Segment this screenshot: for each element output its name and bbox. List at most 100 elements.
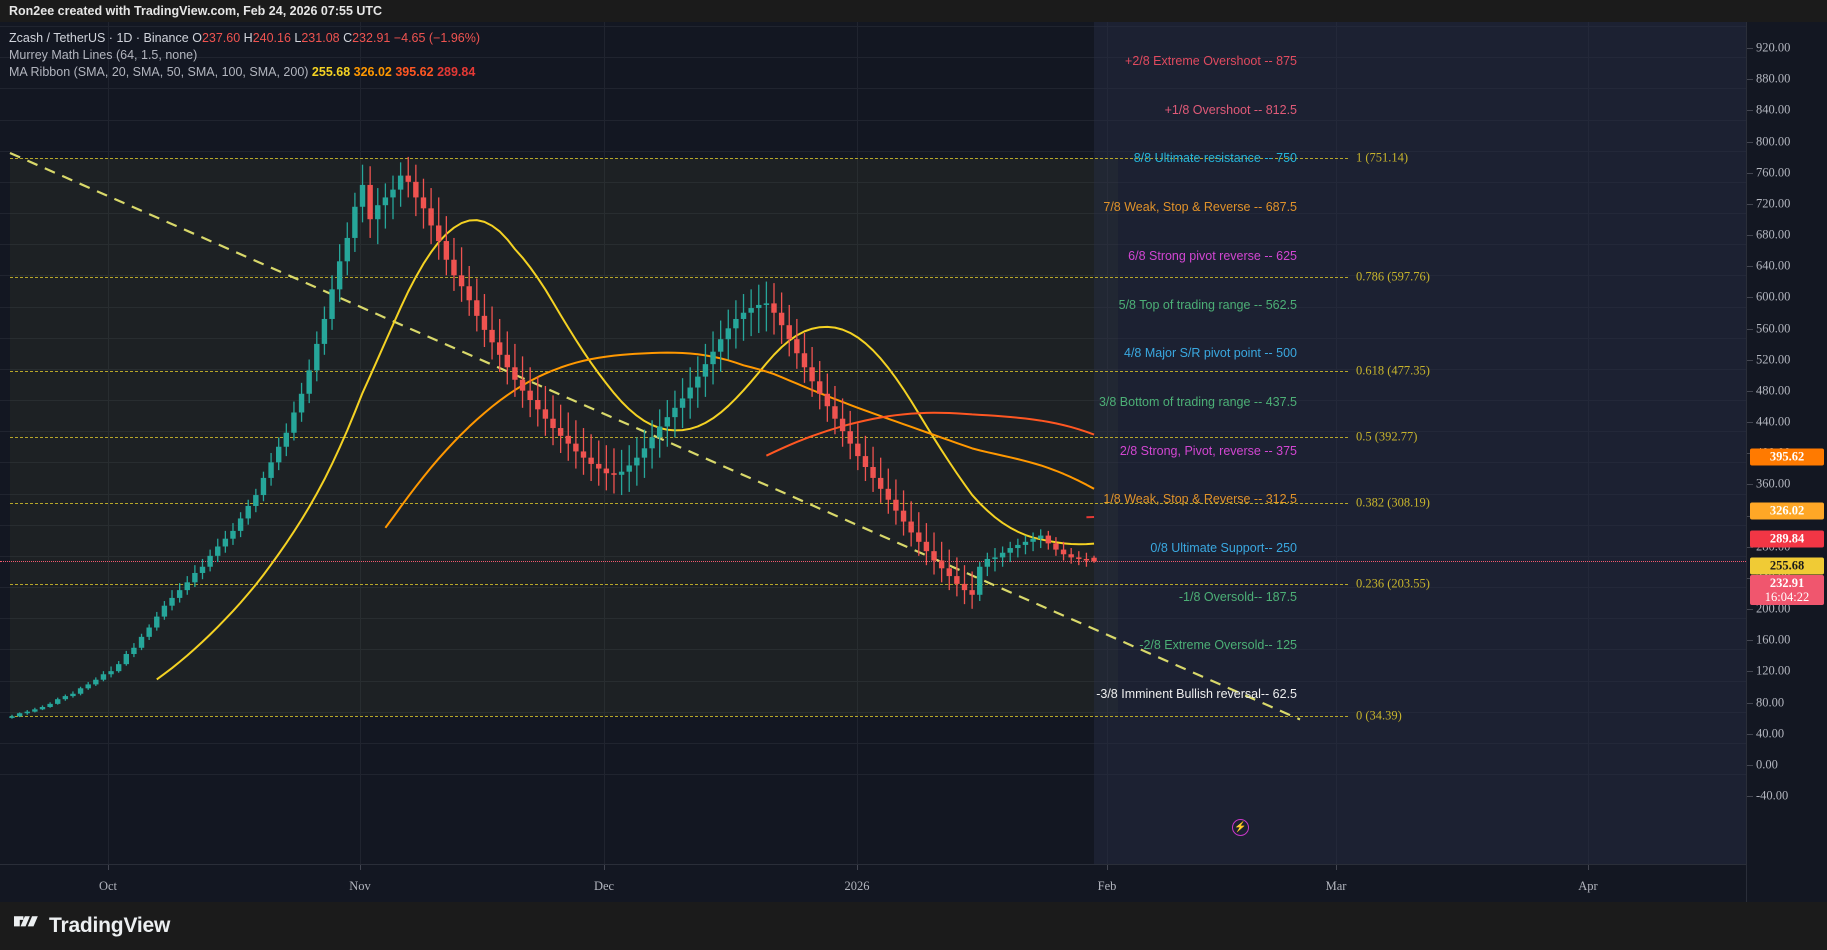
candle-body[interactable] [24, 711, 30, 714]
candle-body[interactable] [649, 437, 655, 449]
candle-body[interactable] [1076, 557, 1082, 559]
candle-body[interactable] [230, 530, 236, 539]
candle-body[interactable] [580, 451, 587, 458]
candle-body[interactable] [115, 664, 122, 672]
candle-body[interactable] [733, 318, 739, 329]
candle-body[interactable] [603, 468, 610, 474]
candle-body[interactable] [169, 597, 175, 606]
candle-body[interactable] [771, 303, 777, 313]
sma50-tag[interactable]: 326.02 [1750, 502, 1824, 520]
candle-body[interactable] [474, 300, 480, 316]
candle-body[interactable] [946, 568, 952, 577]
candle-body[interactable] [1030, 538, 1036, 542]
candle-body[interactable] [527, 390, 533, 400]
candle-body[interactable] [93, 679, 99, 685]
candle-body[interactable] [824, 393, 831, 407]
candle-body[interactable] [496, 342, 503, 355]
ma-line-20[interactable] [156, 219, 1095, 681]
candle-body[interactable] [977, 566, 983, 595]
candle-body[interactable] [908, 521, 914, 533]
candle-body[interactable] [618, 471, 625, 475]
candle-body[interactable] [260, 477, 267, 496]
candle-body[interactable] [763, 303, 770, 305]
candle-body[interactable] [885, 488, 891, 500]
candle-body[interactable] [397, 175, 404, 190]
legend-symbol-row[interactable]: Zcash / TetherUS · 1D · Binance O237.60 … [9, 30, 480, 47]
candle-body[interactable] [1007, 548, 1013, 553]
candle-body[interactable] [245, 505, 251, 519]
candle-body[interactable] [215, 546, 221, 556]
candle-body[interactable] [634, 457, 640, 466]
legend-murrey-title[interactable]: Murrey Math Lines (64, 1.5, none) [9, 48, 198, 62]
candle-body[interactable] [268, 462, 274, 478]
candle-body[interactable] [466, 286, 472, 301]
candle-body[interactable] [999, 552, 1006, 558]
candle-body[interactable] [207, 555, 213, 567]
candle-body[interactable] [146, 627, 152, 637]
candle-body[interactable] [893, 499, 899, 511]
candle-body[interactable] [405, 175, 411, 182]
sma100-tag[interactable]: 395.62 [1750, 448, 1824, 466]
candle-body[interactable] [298, 393, 305, 413]
candle-body[interactable] [778, 312, 785, 326]
ma-line-50[interactable] [384, 351, 1095, 529]
legend-ribbon-title[interactable]: MA Ribbon (SMA, 20, SMA, 50, SMA, 100, S… [9, 65, 309, 79]
candle-body[interactable] [992, 557, 998, 559]
candle-body[interactable] [321, 318, 328, 344]
candle-body[interactable] [1091, 557, 1097, 562]
candle-body[interactable] [390, 189, 396, 198]
candle-body[interactable] [481, 315, 488, 330]
candle-body[interactable] [77, 688, 84, 694]
legend-ribbon-row[interactable]: MA Ribbon (SMA, 20, SMA, 50, SMA, 100, S… [9, 64, 480, 81]
candle-body[interactable] [923, 541, 930, 552]
candle-body[interactable] [557, 428, 564, 436]
candle-body[interactable] [1015, 544, 1021, 549]
candle-body[interactable] [39, 706, 46, 710]
legend-murrey-row[interactable]: Murrey Math Lines (64, 1.5, none) [9, 47, 480, 64]
candle-body[interactable] [62, 696, 69, 700]
candle-body[interactable] [47, 703, 53, 707]
candle-body[interactable] [176, 590, 183, 598]
candle-body[interactable] [687, 387, 693, 399]
candle-body[interactable] [123, 654, 129, 665]
candle-body[interactable] [809, 367, 815, 382]
candle-body[interactable] [573, 443, 579, 452]
candle-body[interactable] [984, 558, 991, 567]
candle-body[interactable] [695, 376, 701, 388]
candle-body[interactable] [108, 671, 114, 675]
candle-body[interactable] [1083, 558, 1090, 561]
sma200-tag[interactable]: 289.84 [1750, 530, 1824, 548]
candle-body[interactable] [1045, 535, 1052, 544]
candle-body[interactable] [70, 693, 76, 697]
candle-body[interactable] [382, 197, 389, 206]
candle-body[interactable] [344, 237, 350, 262]
candle-body[interactable] [237, 518, 244, 531]
replay-alert-marker[interactable]: ⚡ [1232, 819, 1249, 836]
candle-body[interactable] [55, 699, 61, 704]
candle-body[interactable] [931, 551, 937, 561]
candle-body[interactable] [740, 312, 747, 319]
candle-body[interactable] [1038, 535, 1044, 539]
candle-body[interactable] [916, 532, 922, 542]
candle-body[interactable] [702, 364, 709, 377]
candle-body[interactable] [679, 398, 686, 408]
candlestick-layer[interactable] [0, 22, 1746, 864]
candle-body[interactable] [832, 406, 838, 419]
candle-body[interactable] [32, 709, 38, 712]
candle-body[interactable] [1053, 543, 1059, 550]
candle-body[interactable] [436, 225, 442, 242]
ma-line-100[interactable] [765, 411, 1095, 457]
candle-body[interactable] [847, 431, 853, 444]
candle-body[interactable] [329, 289, 335, 319]
candle-body[interactable] [801, 353, 808, 368]
candle-body[interactable] [443, 241, 450, 260]
candle-body[interactable] [786, 325, 792, 340]
candle-body[interactable] [870, 467, 876, 478]
candle-body[interactable] [428, 208, 434, 226]
candle-body[interactable] [85, 684, 91, 689]
candle-body[interactable] [519, 379, 526, 391]
candle-body[interactable] [489, 329, 495, 343]
candle-body[interactable] [1022, 541, 1029, 545]
legend-symbol[interactable]: Zcash / TetherUS · 1D · Binance [9, 31, 189, 45]
candle-body[interactable] [306, 370, 312, 394]
